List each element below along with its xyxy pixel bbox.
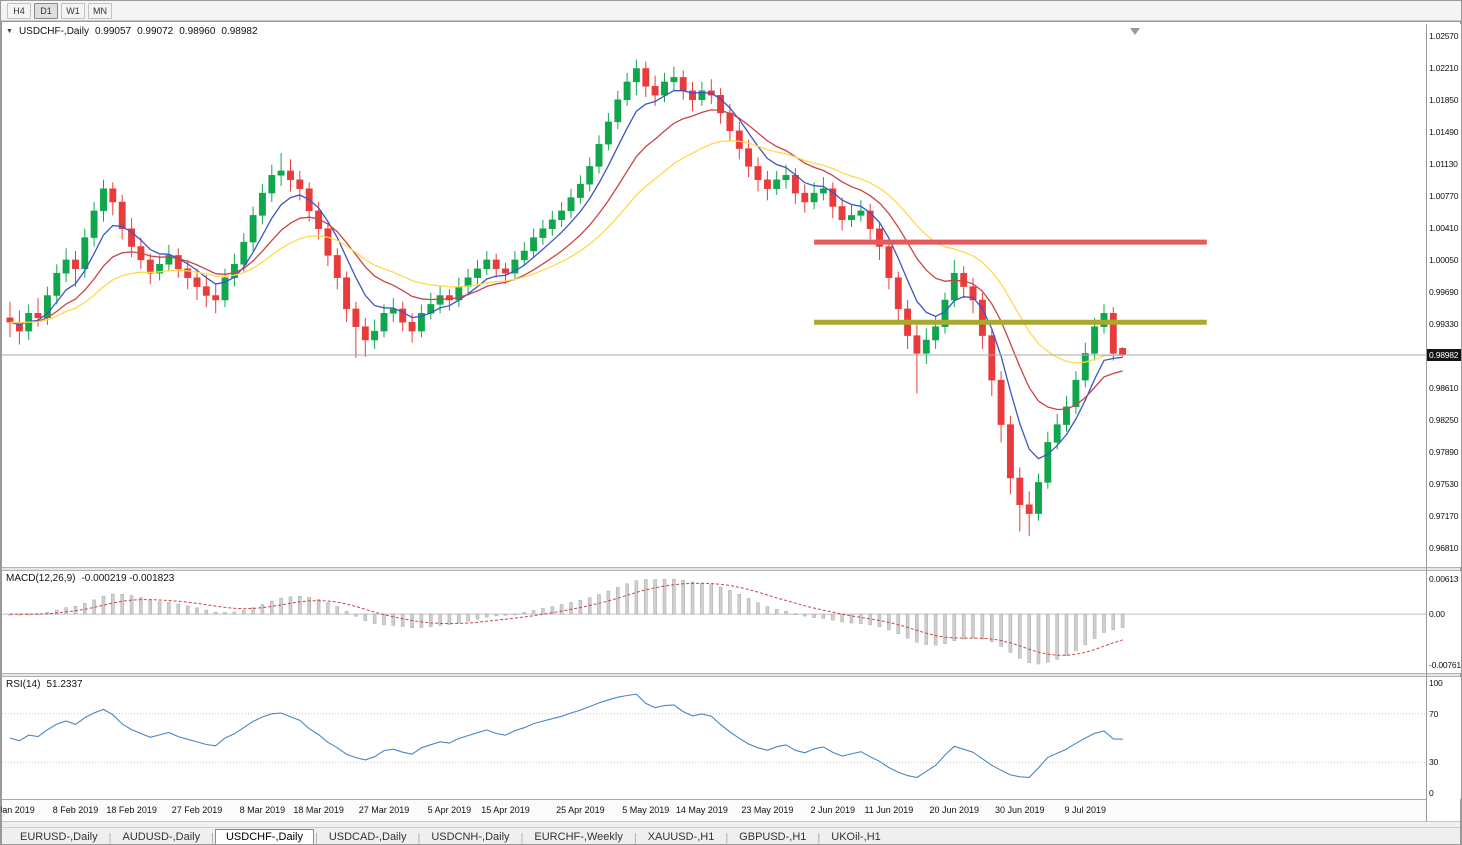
rsi-panel[interactable]: RSI(14) 51.2337 [2, 677, 1426, 799]
date-label: 15 Apr 2019 [481, 805, 530, 815]
ohlc-close: 0.98982 [221, 26, 258, 37]
ohlc-open: 0.99057 [94, 26, 132, 37]
panel-divider[interactable] [2, 673, 1460, 677]
price-tick: 1.00050 [1429, 254, 1459, 265]
panel-divider[interactable] [2, 567, 1460, 571]
chart-tab-usdchf-daily[interactable]: USDCHF-,Daily [214, 829, 314, 844]
rsi-label: RSI(14) [6, 679, 41, 690]
macd-header: MACD(12,26,9) -0.000219 -0.001823 [6, 573, 174, 584]
tab-divider: | [633, 831, 637, 844]
timeframe-button-h4[interactable]: H4 [7, 2, 31, 19]
date-label: 30 Jan 2019 [1, 805, 35, 815]
price-tick: 0.96810 [1429, 543, 1459, 554]
ohlc-low: 0.98960 [179, 26, 216, 37]
chart-window: ▼ USDCHF-,Daily 0.99057 0.99072 0.98960 … [1, 21, 1461, 844]
price-tick: 0.98250 [1429, 415, 1459, 426]
date-label: 18 Feb 2019 [106, 805, 157, 815]
tab-divider: | [817, 831, 821, 844]
price-tick: 0.99690 [1429, 286, 1459, 297]
macd-values: -0.000219 -0.001823 [81, 573, 175, 584]
tab-divider: | [417, 831, 421, 844]
timeframe-button-mn[interactable]: MN [88, 2, 112, 19]
rsi-header: RSI(14) 51.2337 [6, 679, 83, 690]
tab-divider: | [108, 831, 112, 844]
price-tick: 1.00410 [1429, 222, 1459, 233]
chart-shift-marker[interactable] [1130, 28, 1140, 35]
price-tick: 1.02570 [1429, 30, 1459, 41]
macd-tick: 0.00 [1429, 609, 1445, 620]
chart-tab-audusd-daily[interactable]: AUDUSD-,Daily [122, 831, 201, 843]
price-tick: 1.01850 [1429, 94, 1459, 105]
rsi-tick: 30 [1429, 757, 1439, 768]
macd-axis: 0.00613 0.00 -0.00761 [1427, 571, 1461, 673]
timeframe-button-d1[interactable]: D1 [34, 2, 58, 19]
date-label: 27 Feb 2019 [171, 805, 223, 815]
chart-tab-usdcnh-daily[interactable]: USDCNH-,Daily [431, 831, 510, 843]
tab-divider: | [725, 831, 729, 844]
chart-tab-eurusd-daily[interactable]: EURUSD-,Daily [20, 831, 98, 843]
chart-tab-eurchf-weekly[interactable]: EURCHF-,Weekly [534, 831, 623, 843]
date-label: 25 Apr 2019 [556, 805, 605, 815]
price-tick: 0.97890 [1429, 447, 1459, 458]
date-label: 27 Mar 2019 [358, 805, 410, 815]
symbol-dropdown-icon[interactable]: ▼ [6, 28, 13, 35]
date-label: 18 Mar 2019 [293, 805, 344, 815]
symbol-label: USDCHF-,Daily [18, 26, 89, 37]
chart-tab-xauusd-h1[interactable]: XAUUSD-,H1 [647, 831, 715, 843]
price-tick: 1.01130 [1429, 158, 1458, 169]
date-label: 8 Feb 2019 [52, 805, 99, 815]
chart-tab-gbpusd-h1[interactable]: GBPUSD-,H1 [739, 831, 807, 843]
chart-header: ▼ USDCHF-,Daily 0.99057 0.99072 0.98960 … [6, 26, 258, 37]
date-label: 8 Mar 2019 [239, 805, 286, 815]
chart-tab-ukoil-h1[interactable]: UKOil-,H1 [831, 831, 881, 843]
rsi-chart [2, 693, 1426, 779]
date-label: 5 May 2019 [622, 805, 670, 815]
current-price-badge: 0.98982 [1427, 349, 1461, 361]
price-tick: 0.97530 [1429, 479, 1459, 490]
ohlc-high: 0.99072 [137, 26, 174, 37]
price-axis[interactable]: 1.02570 1.02210 1.01850 1.01490 1.01130 1.007… [1427, 24, 1461, 567]
date-label: 2 Jun 2019 [810, 805, 856, 815]
macd-tick: -0.00761 [1429, 660, 1461, 670]
timeframe-button-w1[interactable]: W1 [61, 2, 85, 19]
macd-tick: 0.00613 [1429, 574, 1459, 584]
price-tick: 1.02210 [1429, 62, 1459, 73]
date-label: 23 May 2019 [741, 805, 794, 815]
date-label: 9 Jul 2019 [1064, 805, 1107, 815]
chart-tab-usdcad-daily[interactable]: USDCAD-,Daily [328, 831, 407, 843]
macd-chart [2, 578, 1426, 665]
macd-panel[interactable]: MACD(12,26,9) -0.000219 -0.001823 [2, 571, 1426, 673]
rsi-tick: 0 [1429, 788, 1434, 798]
candlestick-chart[interactable] [2, 24, 1426, 567]
status-strip [2, 821, 1460, 827]
price-tick: 0.97170 [1429, 511, 1459, 522]
date-label: 30 Jun 2019 [995, 805, 1045, 815]
tab-divider: | [211, 831, 214, 844]
axis-divider [1426, 24, 1427, 821]
rsi-axis: 100 70 30 0 [1427, 677, 1461, 799]
macd-label: MACD(12,26,9) [6, 573, 76, 584]
rsi-value: 51.2337 [46, 679, 83, 690]
date-label: 20 Jun 2019 [929, 805, 980, 815]
date-label: 14 May 2019 [675, 805, 728, 815]
date-label: 11 Jun 2019 [864, 805, 914, 815]
price-tick: 1.00770 [1429, 190, 1459, 201]
rsi-tick: 70 [1429, 708, 1439, 719]
tab-divider: | [314, 831, 318, 844]
date-label: 5 Apr 2019 [427, 805, 472, 815]
price-tick: 0.98610 [1429, 383, 1459, 394]
chart-tab-bar: EURUSD-,Daily | AUDUSD-,Daily | USDCHF-,Dail… [2, 827, 1460, 844]
price-chart-panel[interactable]: ▼ USDCHF-,Daily 0.99057 0.99072 0.98960 … [2, 24, 1426, 567]
rsi-tick: 100 [1429, 678, 1443, 688]
price-tick: 0.99330 [1429, 319, 1459, 329]
timeframe-toolbar: H4 D1 W1 MN [1, 1, 1461, 21]
price-tick: 1.01490 [1429, 126, 1459, 137]
tab-divider: | [520, 831, 524, 844]
time-axis[interactable]: 30 Jan 2019 8 Feb 2019 18 Feb 2019 27 Feb 2… [1, 799, 1426, 821]
